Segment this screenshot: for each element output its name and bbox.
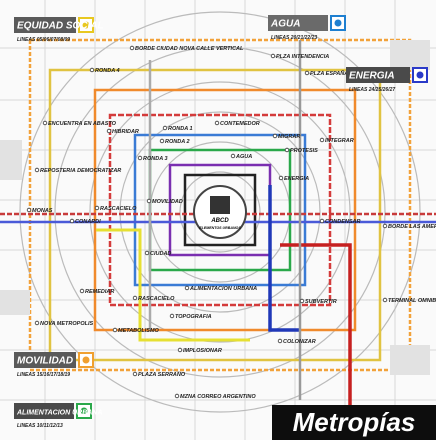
station-dot	[35, 168, 39, 172]
brand: Metropías	[293, 407, 416, 437]
station-label: BORDE LAS AMERICAS	[388, 224, 436, 230]
station-dot	[285, 148, 289, 152]
station-label: MIGRAR	[278, 134, 300, 140]
legend-title: ENERGIA	[349, 71, 395, 82]
legend-icon-dot	[335, 20, 342, 27]
station-label: CONARDI	[75, 219, 101, 225]
station-dot	[278, 339, 282, 343]
station-dot	[383, 298, 387, 302]
station-label: PLZA INTENDENCIA	[276, 54, 329, 60]
station-dot	[90, 68, 94, 72]
legend-title: EQUIDAD SOCIAL	[17, 21, 104, 32]
station-label: RASCACIELO	[100, 206, 137, 212]
station-label: HIBRIDAR	[112, 129, 139, 135]
station-dot	[320, 219, 324, 223]
station-dot	[145, 251, 149, 255]
legend-lines: LINEAS 15/16/17/18/19	[17, 372, 70, 378]
station-label: INTEGRAR	[325, 138, 354, 144]
station-dot	[279, 176, 283, 180]
station-label: PLZA ESPAÑA	[310, 70, 348, 77]
station-label: NOVA METROPOLIS	[40, 321, 94, 327]
station-dot	[178, 348, 182, 352]
legend-icon-dot	[417, 72, 424, 79]
station-label: ALIMENTACION URBANA	[189, 286, 257, 292]
station-label: ENERGIA	[284, 176, 309, 182]
station-dot	[300, 299, 304, 303]
station-label: REPOSTERIA DEMOCRATIZAR	[40, 168, 121, 174]
station-dot	[160, 139, 164, 143]
station-label: TERMINAL OMNIBUS MITRE	[388, 298, 436, 304]
station-dot	[320, 138, 324, 142]
station-label: IMPLOSIONAR	[183, 348, 222, 354]
metro-map: ABCD ELEMENTOS URBANOS BORDE CIUDAD NOVA…	[0, 0, 436, 440]
station-label: RONDA 1	[168, 126, 193, 132]
station-dot	[138, 156, 142, 160]
station-label: PROTESIS	[290, 148, 318, 154]
legend-icon-dot	[83, 357, 90, 364]
legend-title: AGUA	[270, 19, 300, 30]
station-label: COLONIZAR	[283, 339, 316, 345]
station-dot	[231, 154, 235, 158]
station-dot	[80, 289, 84, 293]
station-label: AGUA	[235, 154, 252, 160]
station-label: RASCACIELO	[138, 296, 175, 302]
station-label: MONAS	[32, 208, 53, 214]
station-dot	[215, 121, 219, 125]
station-dot	[27, 208, 31, 212]
center-subtitle: ELEMENTOS URBANOS	[199, 226, 241, 230]
station-label: PLAZA SERRANO	[138, 372, 186, 378]
station-dot	[107, 129, 111, 133]
legend-title: MOVILIDAD	[17, 356, 73, 367]
station-dot	[70, 219, 74, 223]
station-dot	[175, 394, 179, 398]
station-dot	[185, 286, 189, 290]
station-label: RONDA 4	[95, 68, 120, 74]
station-label: RONDA 3	[143, 156, 168, 162]
legend-lines: LINEAS 10/11/12/13	[17, 423, 63, 429]
station-dot	[383, 224, 387, 228]
station-dot	[133, 296, 137, 300]
station-dot	[35, 321, 39, 325]
station-dot	[273, 134, 277, 138]
station-label: RONDA 2	[165, 139, 190, 145]
station-label: METABOLISMO	[118, 328, 160, 334]
brand-box: Metropías	[272, 405, 436, 440]
station-label: SUBVERTIR	[305, 299, 337, 305]
station-dot	[95, 206, 99, 210]
station-dot	[43, 121, 47, 125]
station-label: MZNA CORREO ARGENTINO	[180, 394, 256, 400]
station-label: REMEDIAR	[85, 289, 114, 295]
station-dot	[147, 199, 151, 203]
legend-lines: LINEAS 05/06/07/08/09	[17, 37, 70, 43]
center-title: ABCD	[210, 218, 229, 224]
center-hub: ABCD ELEMENTOS URBANOS	[194, 186, 246, 238]
station-dot	[130, 46, 134, 50]
station-dot	[113, 328, 117, 332]
station-label: CONDENSAR	[325, 219, 360, 225]
legend-title: ALIMENTACION URBANA	[16, 410, 102, 417]
station-label: CONTEMEDOR	[220, 121, 260, 127]
station-dot	[170, 314, 174, 318]
station-dot	[271, 54, 275, 58]
station-label: ENCUENTRA EN ABASTO	[48, 121, 117, 127]
station-dot	[305, 71, 309, 75]
station-label: TOPOGRAFIA	[175, 314, 212, 320]
station-label: MOVILIDAD	[152, 199, 183, 205]
legend-lines: LINEAS 24/25/26/27	[349, 87, 395, 93]
station-dot	[133, 372, 137, 376]
station-label: BORDE CIUDAD NOVA CALLE VERTICAL	[135, 46, 244, 52]
station-label: CIUDAD	[150, 251, 171, 257]
station-dot	[163, 126, 167, 130]
legend-lines: LINEAS 20/21/22/23	[271, 35, 317, 41]
